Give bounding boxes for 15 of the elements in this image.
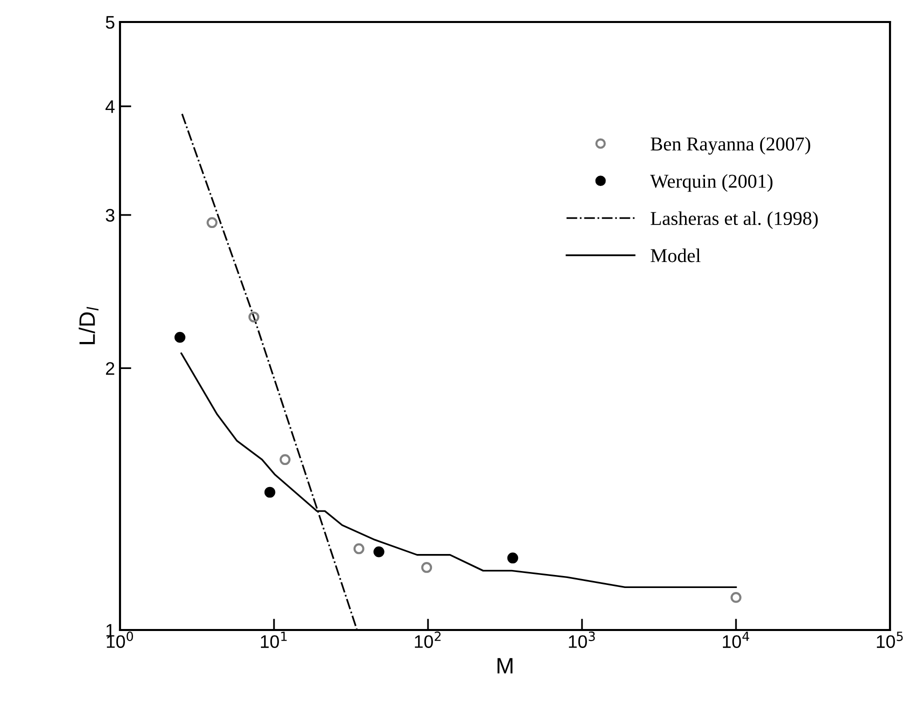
x-tick-label: 10$^{3}$: [568, 632, 595, 648]
legend-label: Werquin (2001): [650, 174, 772, 192]
y-tick-label: 3: [106, 208, 114, 222]
x-tick-label: 10$^{4}$: [722, 632, 750, 648]
x-tick-label: 10$^{2}$: [414, 632, 441, 648]
y-tick-label: 2: [106, 362, 114, 375]
y-tick-label: 5: [106, 16, 114, 29]
legend-label: Lasheras et al. (1998): [650, 211, 818, 229]
legend-label: Ben Rayanna (2007): [650, 136, 810, 155]
y-tick-label: 4: [106, 100, 115, 113]
y-axis-title: L/D$_{l}$: [78, 306, 98, 344]
x-tick-label: 10$^{1}$: [260, 632, 287, 648]
x-axis-title: M: [498, 658, 512, 674]
x-tick-label: 10$^{5}$: [876, 632, 903, 648]
legend-label: Model: [650, 248, 701, 262]
